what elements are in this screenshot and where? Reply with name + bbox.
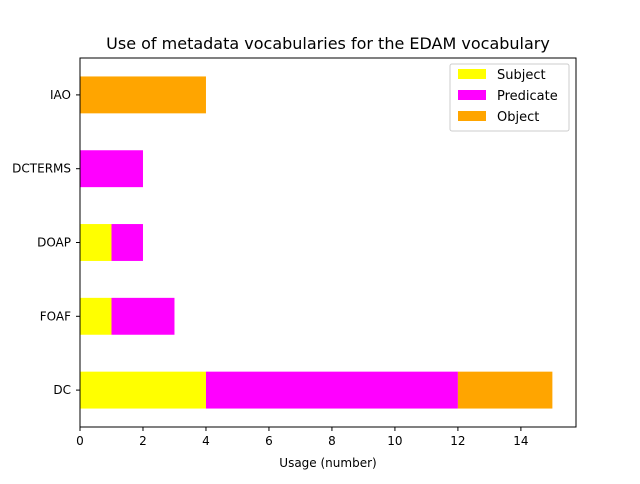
legend-label-predicate: Predicate — [497, 89, 558, 104]
bar-subject-foaf — [80, 297, 112, 335]
chart-title: Use of metadata vocabularies for the EDA… — [106, 34, 550, 53]
x-tick-label-14: 14 — [513, 434, 528, 448]
legend-swatch-subject — [458, 69, 486, 79]
x-tick-label-0: 0 — [76, 434, 84, 448]
bar-predicate-foaf — [111, 297, 175, 335]
bar-object-dc — [457, 371, 553, 409]
bar-predicate-dcterms — [80, 150, 143, 188]
x-tick-label-10: 10 — [387, 434, 402, 448]
legend-label-object: Object — [497, 110, 539, 125]
x-axis-ticks: 0 2 4 6 8 10 12 14 — [76, 427, 529, 448]
x-tick-label-12: 12 — [450, 434, 465, 448]
bar-predicate-doap — [111, 224, 143, 261]
legend-label-subject: Subject — [497, 68, 546, 83]
legend: Subject Predicate Object — [449, 63, 570, 132]
y-axis-ticks: DC FOAF DOAP DCTERMS IAO — [12, 88, 80, 397]
x-tick-label-2: 2 — [139, 434, 147, 448]
bar-predicate-dc — [205, 371, 458, 409]
bar-object-iao — [80, 76, 206, 114]
bars-layer — [80, 76, 553, 409]
y-tick-label-foaf: FOAF — [40, 309, 71, 323]
legend-items: Subject Predicate Object — [458, 68, 558, 125]
bar-subject-dc — [80, 371, 206, 409]
x-tick-label-4: 4 — [202, 434, 210, 448]
y-tick-label-doap: DOAP — [37, 236, 71, 250]
legend-swatch-object — [458, 111, 486, 121]
legend-swatch-predicate — [458, 90, 486, 100]
x-axis-label: Usage (number) — [279, 456, 376, 470]
bar-subject-doap — [80, 224, 112, 261]
y-tick-label-dc: DC — [53, 383, 71, 397]
y-tick-label-iao: IAO — [50, 88, 71, 102]
x-tick-label-6: 6 — [265, 434, 273, 448]
x-tick-label-8: 8 — [328, 434, 336, 448]
y-tick-label-dcterms: DCTERMS — [12, 162, 71, 176]
